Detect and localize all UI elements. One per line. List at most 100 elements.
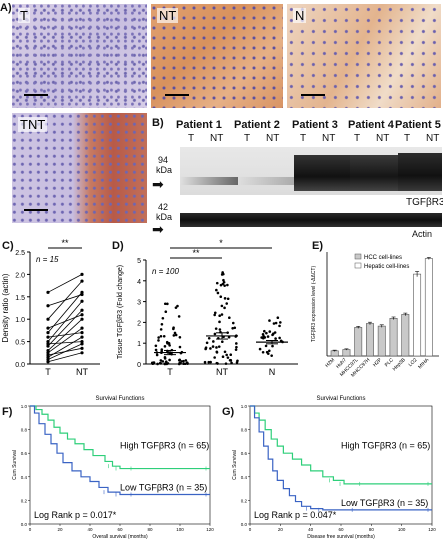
panel-label-e: E) bbox=[312, 240, 323, 252]
data-point bbox=[166, 302, 169, 306]
tile-label-tnt: TNT bbox=[18, 117, 48, 132]
x-axis-label: Overall survival (months) bbox=[92, 534, 148, 540]
data-point bbox=[235, 342, 238, 345]
data-point bbox=[80, 326, 84, 330]
x-tick-label: 20 bbox=[57, 527, 63, 532]
y-tick-label: 4 bbox=[137, 279, 141, 286]
data-point bbox=[177, 362, 181, 366]
series-label: High TGFβR3 (n = 65) bbox=[120, 440, 209, 450]
scale-bar bbox=[24, 94, 48, 96]
patient-label: Patient 2 bbox=[234, 119, 280, 131]
data-point bbox=[271, 344, 274, 348]
data-point bbox=[80, 331, 84, 335]
data-point bbox=[229, 353, 233, 357]
x-tick-label: 120 bbox=[428, 527, 436, 532]
data-point bbox=[176, 304, 179, 308]
data-point bbox=[46, 340, 50, 344]
data-point bbox=[223, 306, 226, 310]
data-point bbox=[207, 336, 211, 340]
data-point bbox=[273, 331, 277, 334]
data-point bbox=[215, 288, 218, 292]
data-point bbox=[268, 349, 271, 353]
x-tick-label: 60 bbox=[117, 527, 123, 532]
panel-label-a: A) bbox=[0, 2, 12, 14]
panel-label-f: F) bbox=[2, 406, 13, 418]
x-tick-label: NT bbox=[76, 367, 88, 377]
data-point bbox=[215, 281, 219, 285]
data-point bbox=[220, 304, 224, 308]
kda-unit: kDa bbox=[156, 212, 173, 222]
data-point bbox=[80, 342, 84, 346]
data-point bbox=[178, 335, 182, 339]
data-point bbox=[268, 330, 272, 333]
blot-actin bbox=[180, 213, 442, 227]
data-point bbox=[262, 334, 265, 338]
data-point bbox=[80, 313, 84, 317]
lane-label: T bbox=[404, 133, 411, 144]
bar bbox=[330, 350, 339, 357]
x-tick-label: H2M bbox=[324, 357, 336, 369]
blot-tgfbr3 bbox=[180, 147, 442, 195]
bar bbox=[424, 258, 433, 357]
data-point bbox=[184, 362, 187, 366]
patient-label: Patient 4 bbox=[348, 119, 394, 131]
data-point bbox=[205, 341, 209, 345]
legend-label: Hepatic cell-lines bbox=[364, 264, 409, 270]
data-point bbox=[224, 362, 228, 365]
y-tick-label: 0.0 bbox=[241, 522, 248, 527]
data-point bbox=[222, 272, 225, 276]
significance-label: * bbox=[219, 238, 223, 248]
data-point bbox=[258, 347, 262, 351]
tile-label-t: T bbox=[18, 8, 30, 23]
data-point bbox=[165, 362, 169, 366]
data-point bbox=[159, 334, 163, 338]
data-point bbox=[46, 360, 50, 364]
data-point bbox=[46, 344, 50, 348]
data-point bbox=[174, 306, 178, 309]
data-point bbox=[159, 328, 163, 331]
data-point bbox=[80, 279, 84, 283]
lane-label: T bbox=[300, 133, 307, 144]
data-point bbox=[80, 340, 84, 344]
y-tick-label: 1.5 bbox=[15, 295, 25, 302]
pair-line bbox=[47, 352, 83, 363]
data-point bbox=[207, 360, 211, 364]
data-point bbox=[216, 291, 220, 295]
histology-tile-nt: NT bbox=[151, 4, 283, 108]
patient-label: Patient 5 bbox=[395, 119, 441, 131]
data-point bbox=[163, 362, 167, 366]
data-point bbox=[46, 326, 50, 330]
y-tick-label: 2.0 bbox=[15, 272, 25, 279]
bar bbox=[342, 349, 351, 357]
data-point bbox=[204, 346, 208, 350]
chart-c: 0.0 0.5 1.0 1.5 2.0 2.5 T NT Density ratio (acti… bbox=[1, 238, 100, 377]
x-axis-label: Disease free survival (months) bbox=[307, 534, 375, 540]
data-point bbox=[261, 350, 265, 354]
x-tick-label: 40 bbox=[87, 527, 93, 532]
data-point bbox=[164, 360, 168, 364]
data-point bbox=[168, 358, 171, 362]
data-point bbox=[218, 328, 222, 331]
y-axis-label: Cum Survival bbox=[232, 450, 238, 480]
y-tick-label: 0 bbox=[137, 362, 141, 369]
data-point bbox=[163, 345, 167, 348]
data-point bbox=[228, 316, 231, 320]
series-label: Low TGFβR3 (n = 35) bbox=[341, 498, 428, 508]
data-point bbox=[217, 345, 221, 348]
data-point bbox=[211, 345, 215, 348]
data-point bbox=[173, 331, 177, 335]
y-tick-label: 2 bbox=[137, 320, 141, 327]
y-axis-label: TGFβR3 expression level (-ΔΔCT) bbox=[311, 266, 317, 343]
data-point bbox=[213, 332, 217, 336]
y-tick-label: 0.6 bbox=[21, 451, 28, 456]
y-tick-label: 0.6 bbox=[241, 451, 248, 456]
data-point bbox=[209, 347, 212, 350]
x-tick-label: 60 bbox=[338, 527, 344, 532]
bar bbox=[377, 325, 386, 357]
x-tick-label: 80 bbox=[369, 527, 375, 532]
data-point bbox=[223, 284, 226, 287]
panel-label-g: G) bbox=[222, 406, 235, 418]
data-point bbox=[80, 292, 84, 297]
x-tick-label: 80 bbox=[147, 527, 153, 532]
lane-label: T bbox=[354, 133, 361, 144]
